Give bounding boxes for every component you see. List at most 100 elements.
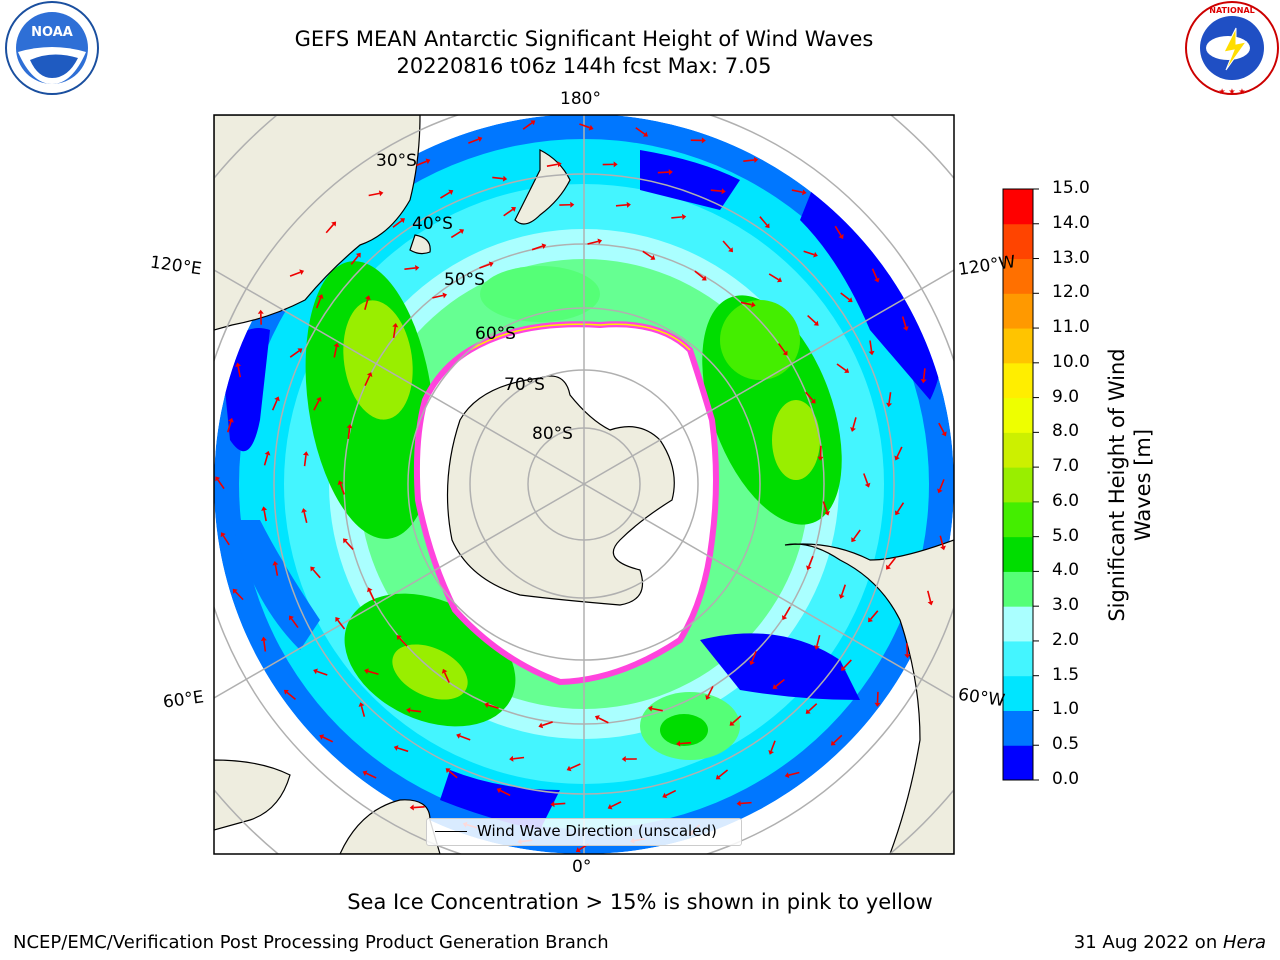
wave-direction-arrow [732, 715, 742, 724]
lat-label-50s: 50°S [444, 270, 485, 290]
colorbar-tick-label: 12.0 [1052, 282, 1090, 303]
wave-direction-arrowhead [768, 749, 774, 755]
wave-direction-arrow [751, 650, 757, 662]
wave-direction-arrowhead [228, 417, 234, 423]
wave-direction-arrow [313, 400, 320, 411]
wave-direction-arrow [718, 769, 729, 778]
colorbar-bin [1003, 293, 1033, 329]
footer-machine: Hera [1222, 932, 1266, 953]
wave-direction-arrow [901, 316, 907, 328]
wave-direction-arrowhead [319, 734, 325, 740]
svg-text:NATIONAL: NATIONAL [1209, 6, 1254, 15]
wave-direction-arrowhead [343, 538, 348, 544]
nws-logo: NATIONAL ★ ★ ★ [1185, 1, 1279, 96]
wave-direction-arrow [364, 375, 371, 387]
colorbar-bin [1003, 675, 1033, 711]
wave-direction-arrow [443, 672, 450, 683]
wave-direction-arrowhead [456, 733, 461, 739]
wave-direction-arrow [413, 806, 425, 809]
wave-direction-arrowhead [396, 635, 402, 641]
wave-direction-arrowhead [316, 396, 322, 402]
map-legend: Wind Wave Direction (unscaled) [426, 818, 742, 846]
colorbar-tick-label: 10.0 [1052, 351, 1090, 372]
wave-direction-arrow [642, 250, 653, 259]
wave-direction-arrowhead [894, 455, 900, 461]
wave-direction-arrow [432, 294, 444, 299]
wave-direction-arrow [303, 455, 307, 467]
colorbar-bin [1003, 432, 1033, 468]
wave-direction-arrow [808, 703, 818, 712]
wave-direction-arrow [871, 268, 878, 280]
wave-direction-arrowhead [642, 131, 648, 137]
wave-direction-arrow [671, 216, 683, 219]
wave-direction-arrowhead [355, 252, 361, 258]
lat-label-60s: 60°S [475, 324, 516, 344]
chart-subtitle: 20220816 t06z 144h fcst Max: 7.05 [396, 54, 772, 78]
wave-direction-arrow [333, 346, 338, 358]
wave-direction-arrow [770, 740, 776, 752]
colorbar [1003, 188, 1039, 781]
wave-direction-arrowhead [676, 740, 681, 747]
wave-direction-arrow [347, 427, 351, 439]
wave-direction-arrowhead [367, 587, 373, 593]
wave-direction-arrow [740, 801, 752, 805]
wave-direction-arrowhead [393, 745, 399, 751]
wave-direction-arrow [843, 659, 852, 669]
wave-direction-arrowhead [705, 694, 711, 700]
wave-direction-arrow [768, 273, 779, 281]
wave-direction-arrow [263, 510, 267, 522]
wave-direction-arrow [325, 223, 335, 234]
wave-direction-arrowhead [868, 350, 875, 356]
wave-direction-arrowhead [335, 617, 341, 623]
wave-direction-arrowhead [830, 740, 836, 746]
wave-direction-arrow [722, 240, 731, 250]
wave-direction-arrowhead [868, 617, 873, 623]
wave-direction-arrowhead [904, 654, 911, 659]
wave-direction-arrowhead [364, 295, 371, 300]
lat-label-70s: 70°S [504, 375, 545, 395]
wave-direction-arrow [808, 555, 814, 567]
wave-direction-arrow [759, 216, 768, 226]
wave-direction-arrowhead [272, 560, 279, 566]
wave-direction-arrow [852, 417, 857, 429]
wave-direction-arrowhead [886, 564, 891, 570]
colorbar-bin [1003, 397, 1033, 433]
wave-direction-arrowhead [597, 238, 603, 245]
wave-direction-arrowhead [940, 545, 946, 551]
wave-direction-arrowhead [337, 480, 344, 486]
wave-direction-arrow [840, 292, 850, 301]
wave-direction-arrow [743, 159, 755, 162]
colorbar-bin [1003, 362, 1033, 399]
wave-direction-arrowhead [399, 218, 405, 224]
wave-direction-arrowhead [701, 137, 706, 144]
wave-direction-arrow [887, 557, 896, 568]
wave-direction-arrow [367, 670, 379, 676]
wave-direction-arrow [289, 350, 300, 358]
wave-direction-arrowhead [509, 755, 514, 762]
wave-direction-arrowhead [510, 206, 516, 212]
wave-direction-arrowhead [736, 800, 741, 807]
wave-direction-arrow [791, 189, 803, 194]
wave-direction-arrowhead [937, 488, 943, 494]
colorbar-tick-label: 14.0 [1052, 212, 1090, 233]
wave-direction-arrowhead [607, 804, 613, 810]
colorbar-tick-label: 6.0 [1052, 490, 1080, 511]
wave-direction-arrowhead [441, 668, 448, 674]
wave-direction-arrow [450, 230, 462, 239]
wave-direction-arrowhead [502, 175, 508, 182]
sea-ice-note: Sea Ice Concentration > 15% is shown in … [347, 890, 933, 914]
wave-direction-arrow [694, 270, 704, 279]
colorbar-tick-label: 3.0 [1052, 595, 1080, 616]
wave-direction-arrow [870, 610, 879, 620]
colorbar-tick-label: 5.0 [1052, 525, 1080, 546]
wave-direction-arrowhead [232, 588, 238, 594]
wave-direction-arrowhead [257, 309, 264, 314]
colorbar-bin [1003, 501, 1033, 538]
wave-direction-arrowhead [538, 722, 544, 729]
wave-direction-arrowhead [817, 456, 824, 461]
wave-direction-arrow [840, 584, 847, 596]
wave-direction-arrow [360, 705, 366, 717]
wave-direction-arrow [487, 704, 499, 710]
wave-direction-arrowhead [557, 161, 562, 168]
wave-direction-arrowhead [626, 201, 631, 208]
